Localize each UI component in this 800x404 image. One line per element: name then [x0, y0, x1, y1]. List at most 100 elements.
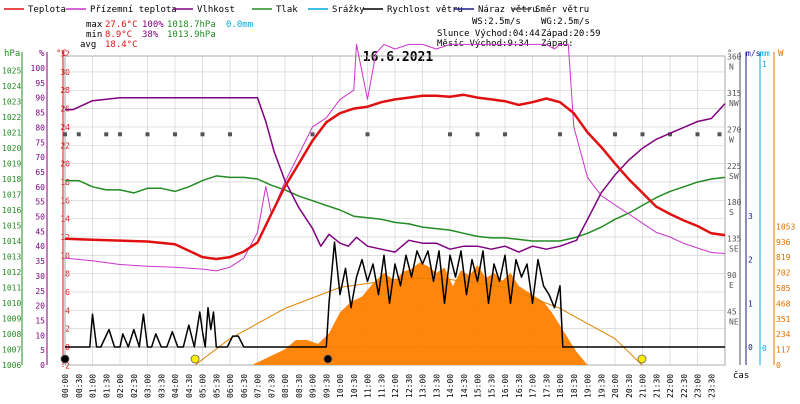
info-sunrise: Slunce Východ:04:44 [437, 29, 540, 39]
x-tick-label: 03:30 [157, 374, 166, 398]
x-tick-label: 01:30 [102, 374, 111, 398]
x-tick-label: 09:00 [309, 374, 318, 398]
legend-label: Srážky [332, 5, 365, 15]
wind-direction-point [503, 132, 507, 137]
wind-direction-point [76, 132, 81, 137]
pct-tick-label: 85 [35, 109, 45, 118]
info-wind-gust: WG:2.5m/s [541, 17, 590, 27]
pct-axis-title: % [39, 49, 45, 59]
mm-tick-label: 0 [762, 344, 767, 353]
x-tick-label: 12:30 [405, 374, 414, 398]
x-tick-label: 03:00 [144, 374, 153, 398]
wind-direction-point [200, 132, 205, 137]
pct-tick-label: 15 [35, 316, 45, 325]
dir-tick-label: E [729, 281, 734, 290]
wind-direction-point [104, 132, 109, 137]
x-tick-label: 15:30 [487, 374, 496, 398]
stat-min-hum: 38% [142, 30, 159, 40]
x-tick-label: 04:30 [185, 374, 194, 398]
x-tick-label: 18:30 [570, 374, 579, 398]
wind-direction-point [173, 132, 177, 137]
pct-tick-label: 30 [35, 272, 45, 281]
x-tick-label: 17:30 [542, 374, 551, 398]
dir-tick-value: 45 [727, 308, 737, 317]
dir-tick-value: 90 [727, 271, 737, 280]
stat-min-label: min [86, 30, 102, 40]
x-tick-label: 09:30 [322, 374, 331, 398]
pct-tick-label: 60 [35, 183, 45, 192]
x-tick-label: 08:30 [295, 374, 304, 398]
hpa-tick-label: 1009 [2, 315, 21, 324]
w-tick-label: 702 [776, 269, 791, 278]
stat-max-label: max [86, 20, 103, 30]
x-tick-label: 06:30 [240, 374, 249, 398]
ground-temp-line [64, 43, 726, 272]
legend-label: Směr větru [535, 5, 589, 15]
hpa-tick-label: 1018 [2, 175, 21, 184]
info-wind-speed: WS:2.5m/s [472, 17, 521, 27]
pct-tick-label: 10 [35, 331, 45, 340]
wind-direction-point [717, 132, 722, 137]
w-tick-label: 117 [776, 346, 791, 355]
legend: Teplota Přízemní teplota Vlhkost Tlak Srážky… [4, 5, 589, 15]
x-tick-label: 00:00 [61, 374, 70, 398]
w-tick-label: 351 [776, 315, 791, 324]
x-tick-label: 21:30 [652, 374, 661, 398]
stat-avg-temp: 18.4°C [105, 40, 138, 50]
wind-direction-point [448, 132, 452, 137]
x-tick-label: 05:30 [212, 374, 221, 398]
sunrise-marker [190, 354, 200, 364]
dir-tick-label: SW [729, 172, 739, 181]
wind-direction-point [310, 132, 315, 137]
x-tick-label: 22:00 [666, 374, 675, 398]
hpa-tick-label: 1024 [2, 82, 21, 91]
chart-title: 16.6.2021 [363, 50, 434, 65]
dir-tick-value: 360 [727, 52, 742, 61]
temp-tick-label: 4 [65, 306, 70, 315]
wind-direction-point [145, 132, 150, 137]
legend-label: Tlak [276, 5, 298, 15]
info-moonset: Západ: [541, 39, 574, 49]
wind-direction-point [695, 132, 700, 137]
wind-direction-point [668, 132, 672, 137]
dir-tick-label: W [729, 135, 734, 144]
legend-label: Teplota [28, 5, 66, 15]
x-tick-label: 01:00 [89, 374, 98, 398]
dir-tick-label: NE [729, 318, 739, 327]
w-tick-label: 936 [776, 238, 791, 247]
wind-direction-point [365, 132, 370, 137]
hpa-tick-label: 1021 [2, 129, 21, 138]
x-tick-label: 12:00 [391, 374, 400, 398]
x-tick-label: 14:00 [446, 374, 455, 398]
wind-speed-line [65, 241, 725, 348]
ms-tick-label: 0 [748, 343, 753, 352]
wind-direction-point [475, 132, 480, 137]
pct-tick-label: 70 [35, 153, 45, 162]
dir-tick-label: SE [729, 245, 739, 254]
x-tick-label: 10:00 [336, 374, 345, 398]
x-tick-label: 19:30 [597, 374, 606, 398]
moon-marker [60, 354, 70, 364]
x-tick-label: 13:30 [432, 374, 441, 398]
wind-direction-point [228, 132, 232, 137]
x-tick-label: 00:30 [75, 374, 84, 398]
legend-label: Vlhkost [197, 5, 235, 15]
wind-direction-point [613, 132, 617, 137]
hpa-tick-label: 1013 [2, 253, 21, 262]
x-tick-label: 06:00 [226, 374, 235, 398]
stat-max-hum: 100% [142, 20, 164, 30]
x-tick-label: 16:30 [515, 374, 524, 398]
stat-max-press: 1018.7hPa [167, 20, 216, 30]
wind-direction-point [63, 132, 67, 137]
x-tick-label: 05:00 [199, 374, 208, 398]
x-tick-label: 11:30 [377, 374, 386, 398]
pct-tick-label: 90 [35, 94, 45, 103]
hpa-tick-label: 1017 [2, 191, 21, 200]
pct-tick-label: 80 [35, 123, 45, 132]
w-tick-label: 819 [776, 253, 791, 262]
hpa-tick-label: 1019 [2, 160, 21, 169]
w-tick-label: 1053 [776, 222, 795, 231]
dir-tick-label: S [729, 208, 734, 217]
dir-tick-label: NW [729, 99, 739, 108]
